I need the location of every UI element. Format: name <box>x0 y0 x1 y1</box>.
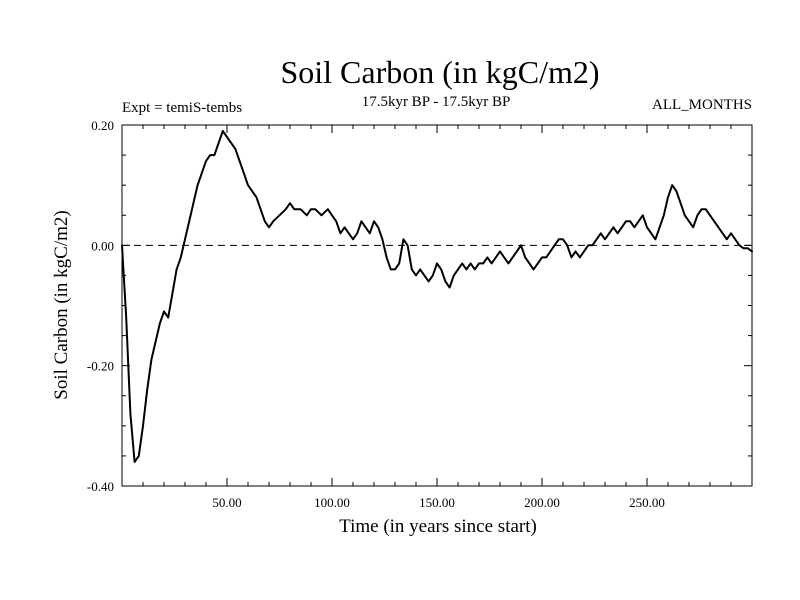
y-axis-label: Soil Carbon (in kgC/m2) <box>51 210 72 399</box>
y-tick-label: 0.20 <box>91 118 114 133</box>
x-axis-label: Time (in years since start) <box>339 516 537 537</box>
chart-title: Soil Carbon (in kgC/m2) <box>280 54 599 90</box>
y-tick-label: -0.40 <box>87 479 114 494</box>
y-tick-label: -0.20 <box>87 359 114 374</box>
x-tick-label: 100.00 <box>314 495 350 510</box>
axis-ticks: 50.00 100.00 150.00 200.00 250.00 -0.40 -0.20 0… <box>87 118 752 510</box>
x-tick-label: 50.00 <box>212 495 241 510</box>
plot-frame <box>121 124 753 487</box>
y-tick-label: 0.00 <box>91 238 114 253</box>
series-line-soil-carbon <box>121 130 753 463</box>
months-label: ALL_MONTHS <box>652 97 752 113</box>
x-tick-label: 200.00 <box>524 495 560 510</box>
experiment-label: Expt = temiS-tembs <box>122 100 242 116</box>
period-label: 17.5kyr BP - 17.5kyr BP <box>362 94 511 110</box>
x-tick-label: 250.00 <box>629 495 665 510</box>
x-tick-label: 150.00 <box>419 495 455 510</box>
plot-area: 50.00 100.00 150.00 200.00 250.00 -0.40 -0.20 0… <box>87 118 753 510</box>
